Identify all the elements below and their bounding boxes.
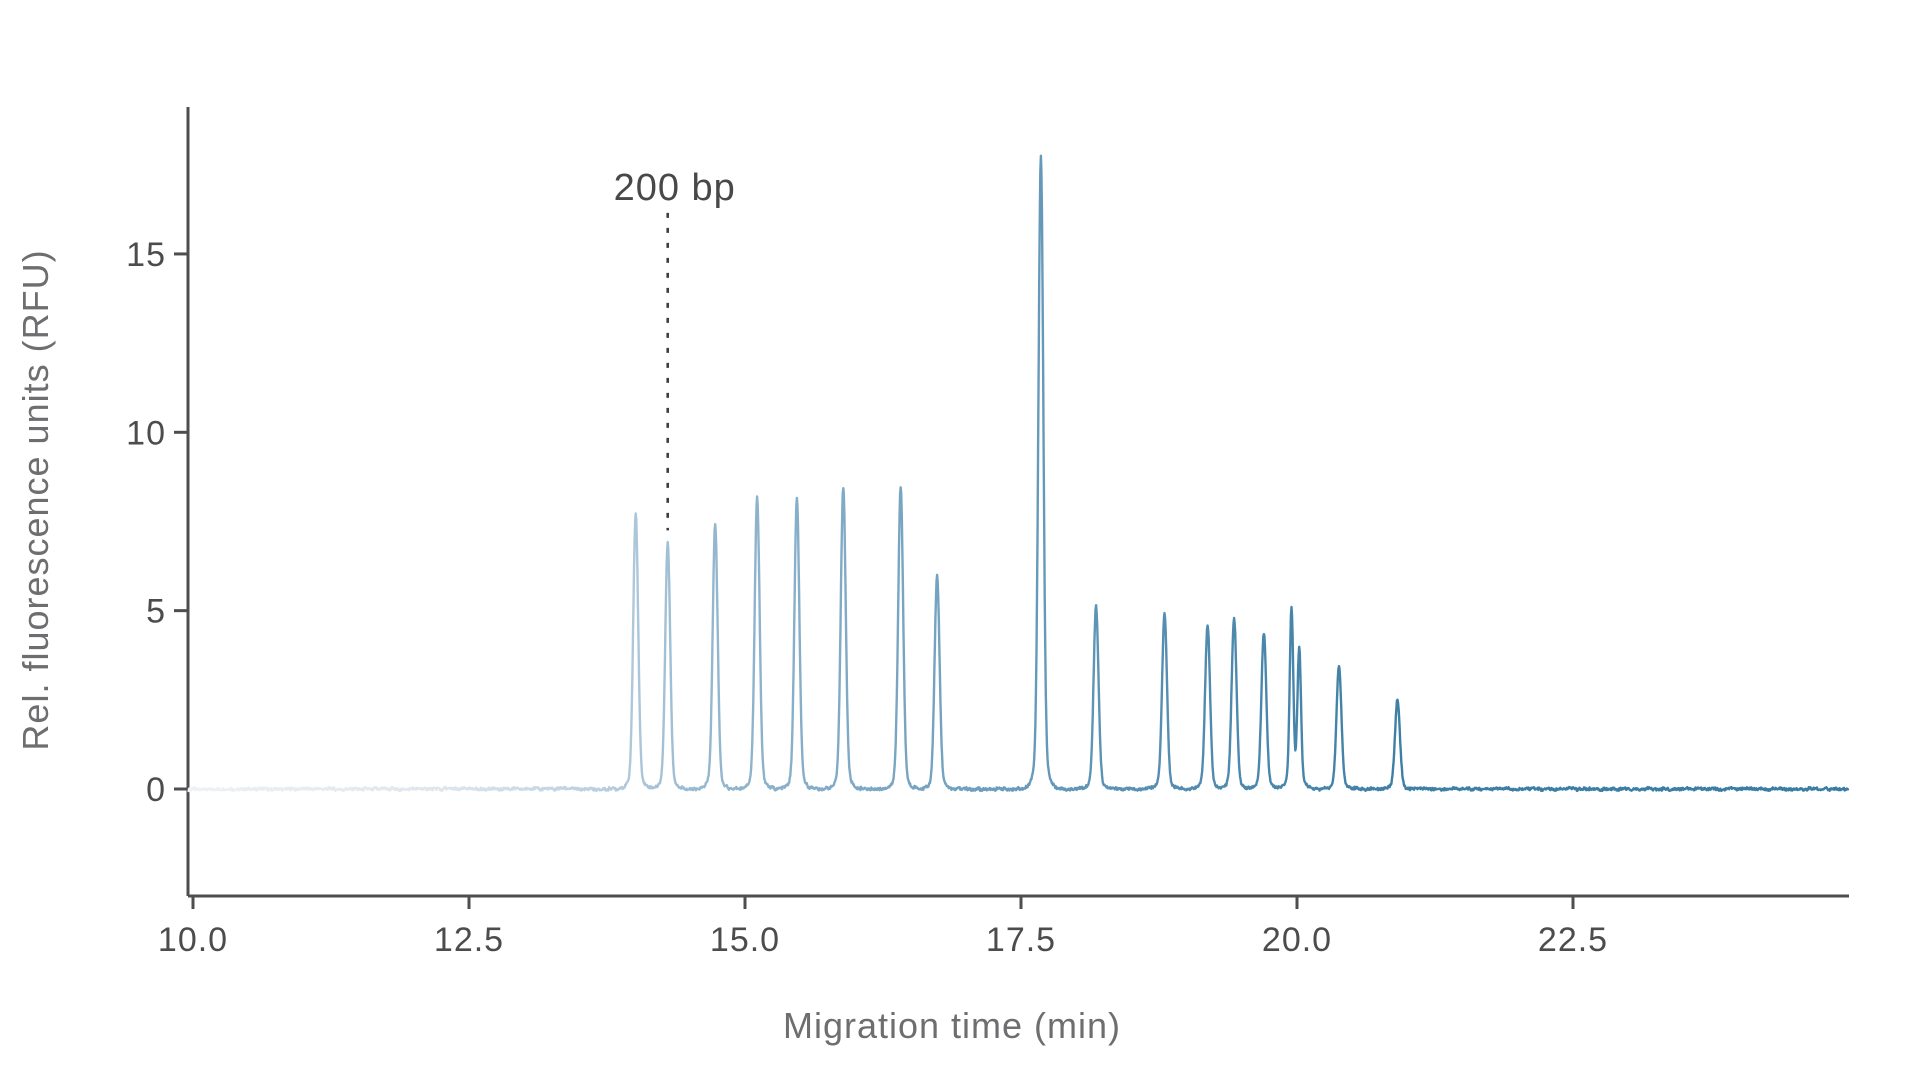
size-marker-label: 200 bp: [614, 167, 736, 209]
x-axis-title: Migration time (min): [783, 1005, 1121, 1046]
size-marker-annotation: 200 bp: [614, 167, 736, 531]
x-tick-label: 20.0: [1262, 921, 1332, 959]
x-tick-label: 10.0: [158, 921, 228, 959]
y-tick-label: 0: [146, 771, 166, 809]
fluorescence-trace: [187, 154, 1850, 793]
x-tick-label: 15.0: [710, 921, 780, 959]
x-axis-ticks: 10.0 12.5 15.0 17.5 20.0 22.5: [158, 896, 1608, 959]
y-tick-label: 15: [126, 236, 166, 274]
axes: 10.0 12.5 15.0 17.5 20.0 22.5 0 5 10 15: [126, 107, 1849, 959]
x-tick-label: 17.5: [986, 921, 1056, 959]
x-tick-label: 12.5: [434, 921, 504, 959]
y-tick-label: 10: [126, 414, 166, 452]
y-axis-ticks: 0 5 10 15: [126, 236, 188, 809]
y-tick-label: 5: [146, 593, 166, 631]
y-axis-title: Rel. fluorescence units (RFU): [15, 249, 56, 750]
x-tick-label: 22.5: [1538, 921, 1608, 959]
